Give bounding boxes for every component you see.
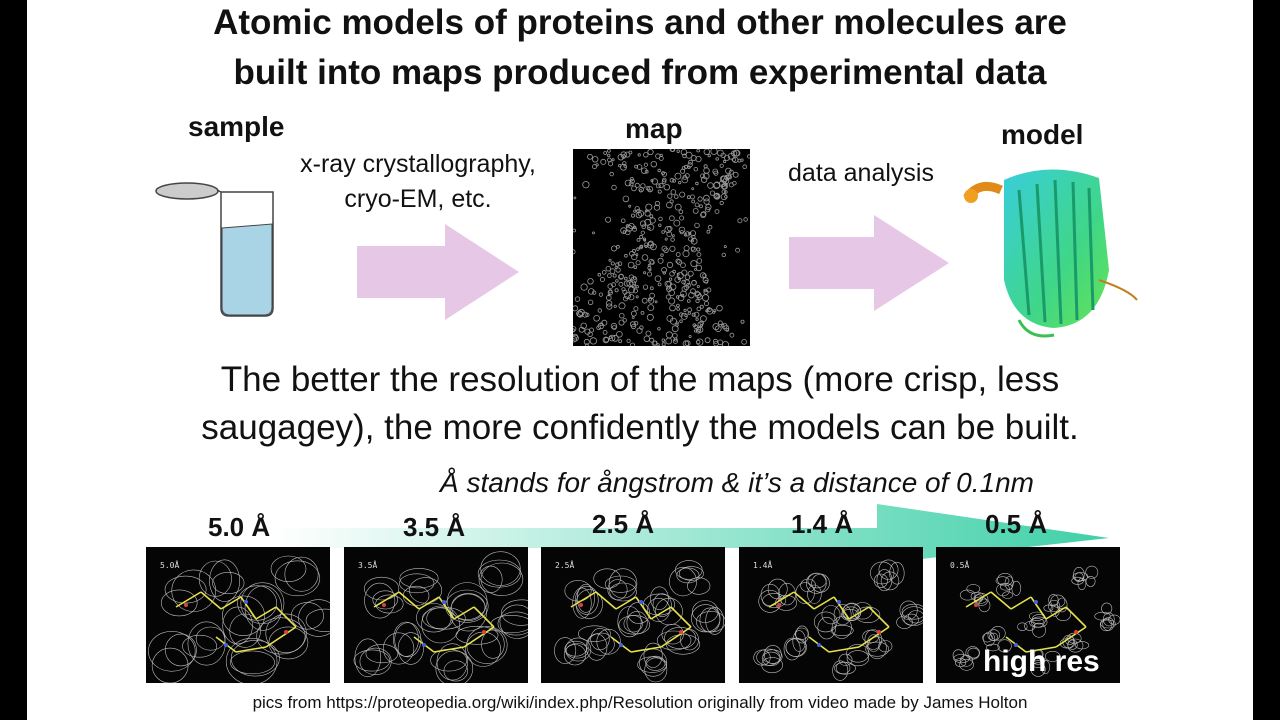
resolution-label-3: 2.5 Å <box>592 509 655 539</box>
test-tube-icon <box>155 182 274 317</box>
panel-tag: 3.5Å <box>358 561 378 570</box>
high-res-label: high res <box>983 645 1100 678</box>
map-panel-0-5: 0.5Å <box>936 547 1120 683</box>
map-panel-1-4: 1.4Å <box>739 547 923 683</box>
arrow-2 <box>789 215 949 311</box>
panel-tag: 0.5Å <box>950 561 970 570</box>
angstrom-note: Å stands for ångstrom & it’s a distance … <box>440 467 1035 498</box>
model-label: model <box>1001 119 1084 150</box>
panel-tag: 5.0Å <box>160 561 180 570</box>
resolution-label-2: 3.5 Å <box>403 512 466 542</box>
slide: Atomic models of proteins and other mole… <box>27 0 1253 720</box>
map-panel-5-0: 5.0Å <box>146 547 330 683</box>
resolution-label-1: 5.0 Å <box>208 512 271 542</box>
resolution-label-4: 1.4 Å <box>791 509 854 539</box>
method-text-2: cryo-EM, etc. <box>344 185 492 213</box>
map-label: map <box>625 113 683 144</box>
protein-model-image <box>963 169 1138 338</box>
resolution-label-5: 0.5 Å <box>985 509 1048 539</box>
panel-tag: 1.4Å <box>753 561 773 570</box>
title-line-1: Atomic models of proteins and other mole… <box>213 3 1067 42</box>
panel-tag: 2.5Å <box>555 561 575 570</box>
sample-label: sample <box>188 111 285 142</box>
density-map-image <box>573 149 750 346</box>
arrow-1 <box>357 224 519 320</box>
method-text-1: x-ray crystallography, <box>300 150 536 178</box>
credit-text: pics from https://proteopedia.org/wiki/i… <box>252 693 1028 712</box>
title-line-2: built into maps produced from experiment… <box>233 53 1047 92</box>
map-panel-3-5: 3.5Å <box>344 547 528 683</box>
analysis-text: data analysis <box>788 159 934 187</box>
body-line-2: saugagey), the more confidently the mode… <box>201 408 1079 447</box>
map-panel-2-5: 2.5Å <box>541 547 725 683</box>
body-line-1: The better the resolution of the maps (m… <box>220 360 1060 399</box>
